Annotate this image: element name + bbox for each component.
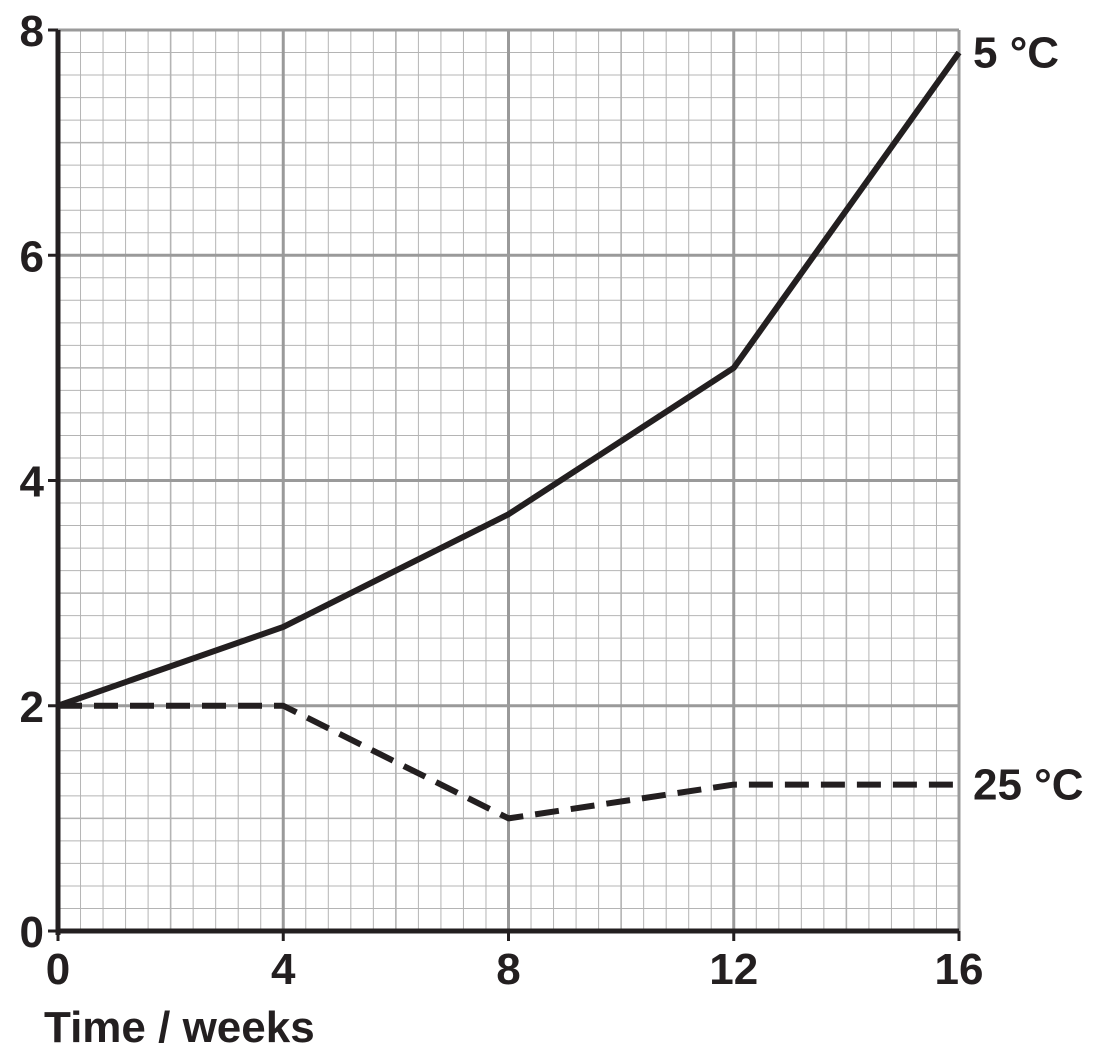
y-tick-label: 0 [20,908,44,957]
x-tick-labels: 0 4 8 12 16 [46,945,984,994]
series-labels: 5 °C 25 °C [973,29,1084,810]
x-axis-title: Time / weeks [44,1003,315,1049]
x-tick-label: 0 [46,945,70,994]
x-tick-label: 8 [496,945,520,994]
axes [48,28,961,941]
series-label-25c: 25 °C [973,761,1084,810]
series-line-5c [57,50,962,709]
x-tick-label: 4 [271,945,296,994]
y-tick-label: 6 [20,232,44,281]
series-line-25c [58,702,959,822]
series-lines [57,50,962,822]
y-tick-label: 2 [20,683,44,732]
y-tick-label: 4 [20,458,45,507]
x-tick-label: 16 [935,945,984,994]
y-tick-label: 8 [20,7,44,56]
x-tick-label: 12 [709,945,758,994]
y-tick-labels: 0 2 4 6 8 [20,7,45,957]
series-label-5c: 5 °C [973,29,1059,78]
